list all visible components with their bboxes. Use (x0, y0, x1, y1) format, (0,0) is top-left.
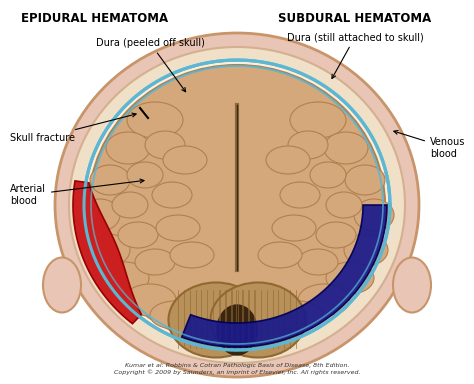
Ellipse shape (55, 33, 419, 377)
Ellipse shape (86, 234, 130, 266)
Text: EPIDURAL HEMATOMA: EPIDURAL HEMATOMA (21, 12, 169, 25)
Ellipse shape (43, 258, 81, 313)
Ellipse shape (298, 284, 350, 316)
Ellipse shape (258, 242, 302, 268)
Ellipse shape (85, 61, 389, 349)
Ellipse shape (316, 222, 356, 248)
Text: Dura (peeled off skull): Dura (peeled off skull) (96, 38, 204, 92)
Ellipse shape (89, 65, 385, 345)
Ellipse shape (290, 102, 346, 138)
Text: Venous
blood: Venous blood (394, 131, 465, 159)
Ellipse shape (145, 131, 185, 159)
Ellipse shape (170, 242, 214, 268)
Ellipse shape (354, 199, 394, 231)
Text: Dura (still attached to skull): Dura (still attached to skull) (287, 32, 423, 78)
PathPatch shape (73, 181, 141, 324)
Ellipse shape (69, 47, 405, 363)
Ellipse shape (217, 305, 257, 355)
PathPatch shape (182, 205, 387, 347)
Ellipse shape (345, 165, 385, 195)
Ellipse shape (266, 146, 310, 174)
Ellipse shape (127, 102, 183, 138)
Ellipse shape (310, 162, 346, 188)
Ellipse shape (152, 182, 192, 208)
Ellipse shape (112, 192, 148, 218)
Ellipse shape (210, 283, 306, 358)
Ellipse shape (326, 262, 374, 294)
Ellipse shape (118, 222, 158, 248)
Ellipse shape (324, 132, 368, 164)
Ellipse shape (344, 234, 388, 266)
Text: Arterial
blood: Arterial blood (10, 179, 144, 206)
Ellipse shape (135, 249, 175, 275)
Ellipse shape (393, 258, 431, 313)
Ellipse shape (288, 131, 328, 159)
Ellipse shape (124, 284, 176, 316)
Text: Kumar et al: Robbins & Cotran Pathologic Basis of Disease, 8th Edition.
Copyrigh: Kumar et al: Robbins & Cotran Pathologic… (114, 363, 360, 375)
Ellipse shape (298, 249, 338, 275)
Ellipse shape (272, 215, 316, 241)
Ellipse shape (101, 262, 149, 294)
Ellipse shape (326, 192, 362, 218)
Ellipse shape (273, 301, 323, 329)
Ellipse shape (80, 199, 120, 231)
Ellipse shape (150, 301, 200, 329)
Ellipse shape (168, 283, 264, 358)
Ellipse shape (106, 132, 150, 164)
Ellipse shape (90, 165, 130, 195)
Ellipse shape (163, 146, 207, 174)
Text: SUBDURAL HEMATOMA: SUBDURAL HEMATOMA (278, 12, 432, 25)
Ellipse shape (156, 215, 200, 241)
Ellipse shape (127, 162, 163, 188)
Text: Skull fracture: Skull fracture (10, 113, 136, 143)
Ellipse shape (280, 182, 320, 208)
